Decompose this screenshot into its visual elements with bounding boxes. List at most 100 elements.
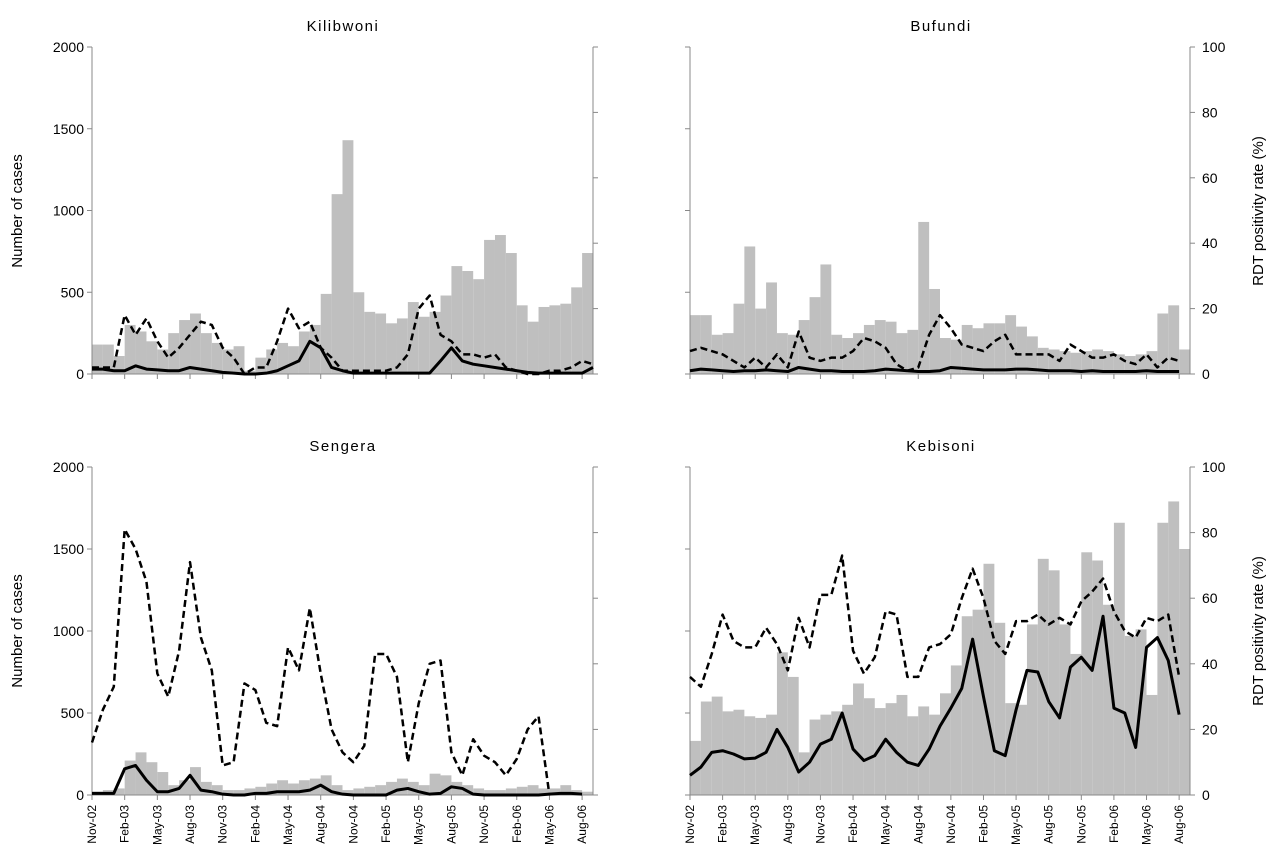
bar bbox=[473, 279, 485, 374]
bar bbox=[1048, 349, 1060, 374]
bar bbox=[386, 323, 397, 374]
bar bbox=[766, 714, 777, 795]
bar bbox=[342, 790, 354, 795]
bar bbox=[255, 786, 267, 795]
y-left-tick-label: 500 bbox=[61, 284, 85, 300]
bar bbox=[1157, 313, 1169, 374]
bar bbox=[950, 339, 962, 374]
bar bbox=[473, 788, 485, 795]
bar bbox=[549, 788, 561, 795]
bar bbox=[1016, 326, 1027, 374]
bar bbox=[505, 788, 517, 795]
bar bbox=[288, 783, 299, 795]
bar bbox=[484, 239, 495, 374]
bar bbox=[1070, 653, 1082, 795]
bar bbox=[1113, 354, 1125, 374]
y-right-tick-label: 0 bbox=[1202, 366, 1210, 382]
bar bbox=[538, 788, 550, 795]
bar bbox=[277, 780, 289, 795]
y-left-tick-label: 500 bbox=[61, 705, 85, 721]
y-left-tick-label: 0 bbox=[76, 787, 84, 803]
bar bbox=[571, 287, 583, 374]
x-tick-label: Aug-06 bbox=[1172, 805, 1186, 844]
bar bbox=[494, 235, 506, 374]
x-tick-label: Feb-03 bbox=[118, 805, 132, 843]
bar bbox=[418, 316, 430, 374]
bar bbox=[983, 563, 995, 795]
bar bbox=[809, 719, 821, 795]
bar bbox=[320, 775, 332, 795]
bar bbox=[1037, 558, 1049, 795]
cases-line bbox=[92, 763, 583, 797]
bar bbox=[179, 780, 191, 795]
bar bbox=[983, 323, 995, 374]
bar bbox=[1059, 351, 1071, 374]
x-tick-label: May-03 bbox=[150, 805, 164, 845]
x-tick-label: May-06 bbox=[1140, 805, 1154, 845]
x-tick-label: Nov-05 bbox=[477, 805, 491, 844]
y-right-label-top: RDT positivity rate (%) bbox=[1250, 136, 1267, 286]
bar bbox=[820, 714, 832, 795]
bar bbox=[1037, 347, 1049, 374]
bar bbox=[266, 783, 278, 795]
bar bbox=[1124, 635, 1136, 795]
bar bbox=[831, 711, 843, 795]
bar bbox=[113, 356, 125, 374]
bar bbox=[320, 293, 332, 374]
bar bbox=[972, 328, 984, 374]
bar bbox=[157, 349, 169, 374]
bar bbox=[516, 786, 528, 795]
y-right-tick-label: 60 bbox=[1202, 590, 1218, 606]
bar-series bbox=[690, 501, 1190, 795]
bar bbox=[1157, 522, 1169, 795]
bar bbox=[582, 253, 593, 374]
bar bbox=[288, 346, 299, 374]
bar bbox=[907, 329, 919, 374]
rdt-positivity-line bbox=[90, 528, 551, 796]
x-tick-label: Nov-02 bbox=[683, 805, 697, 844]
bar bbox=[407, 302, 419, 374]
bar bbox=[1103, 351, 1114, 374]
bar bbox=[1124, 356, 1136, 374]
bar bbox=[516, 305, 528, 374]
bar bbox=[440, 775, 452, 795]
bar bbox=[353, 788, 365, 795]
panel-title-bufundi: Bufundi bbox=[910, 18, 971, 35]
bar bbox=[418, 785, 430, 795]
y-right-tick-label: 80 bbox=[1202, 525, 1218, 541]
bar bbox=[722, 333, 734, 375]
y-right-label-bottom: RDT positivity rate (%) bbox=[1250, 556, 1267, 706]
bar bbox=[1179, 549, 1190, 795]
bar bbox=[342, 140, 354, 374]
bar bbox=[309, 324, 321, 374]
bar bbox=[940, 693, 951, 795]
y-left-tick-label: 1500 bbox=[53, 121, 84, 137]
bar bbox=[484, 790, 495, 795]
bar bbox=[863, 698, 875, 795]
bar-series bbox=[92, 140, 593, 375]
chart-panel-sengera: 0 500 1000 1500 2000 Nov-02 Feb-03 May-03 Aug-03… bbox=[53, 459, 598, 845]
bar bbox=[353, 292, 365, 374]
bar bbox=[582, 791, 593, 795]
bar bbox=[451, 266, 463, 374]
bar bbox=[700, 315, 712, 374]
x-tick-label: Nov-02 bbox=[85, 805, 99, 844]
bar bbox=[798, 752, 810, 795]
bar bbox=[690, 740, 701, 795]
bar bbox=[940, 338, 951, 374]
y-right-tick-label: 40 bbox=[1202, 235, 1218, 251]
bar bbox=[1048, 570, 1060, 795]
x-tick-label: Nov-04 bbox=[346, 805, 360, 844]
bar bbox=[885, 321, 897, 374]
bar bbox=[972, 609, 984, 795]
bar bbox=[809, 297, 821, 374]
x-tick-label: Aug-03 bbox=[183, 805, 197, 844]
bar bbox=[135, 331, 147, 374]
bar bbox=[961, 324, 973, 374]
bar bbox=[831, 334, 843, 374]
bar bbox=[211, 342, 223, 374]
bar bbox=[744, 246, 756, 374]
x-tick-label: May-06 bbox=[542, 805, 556, 845]
bar bbox=[462, 271, 474, 374]
